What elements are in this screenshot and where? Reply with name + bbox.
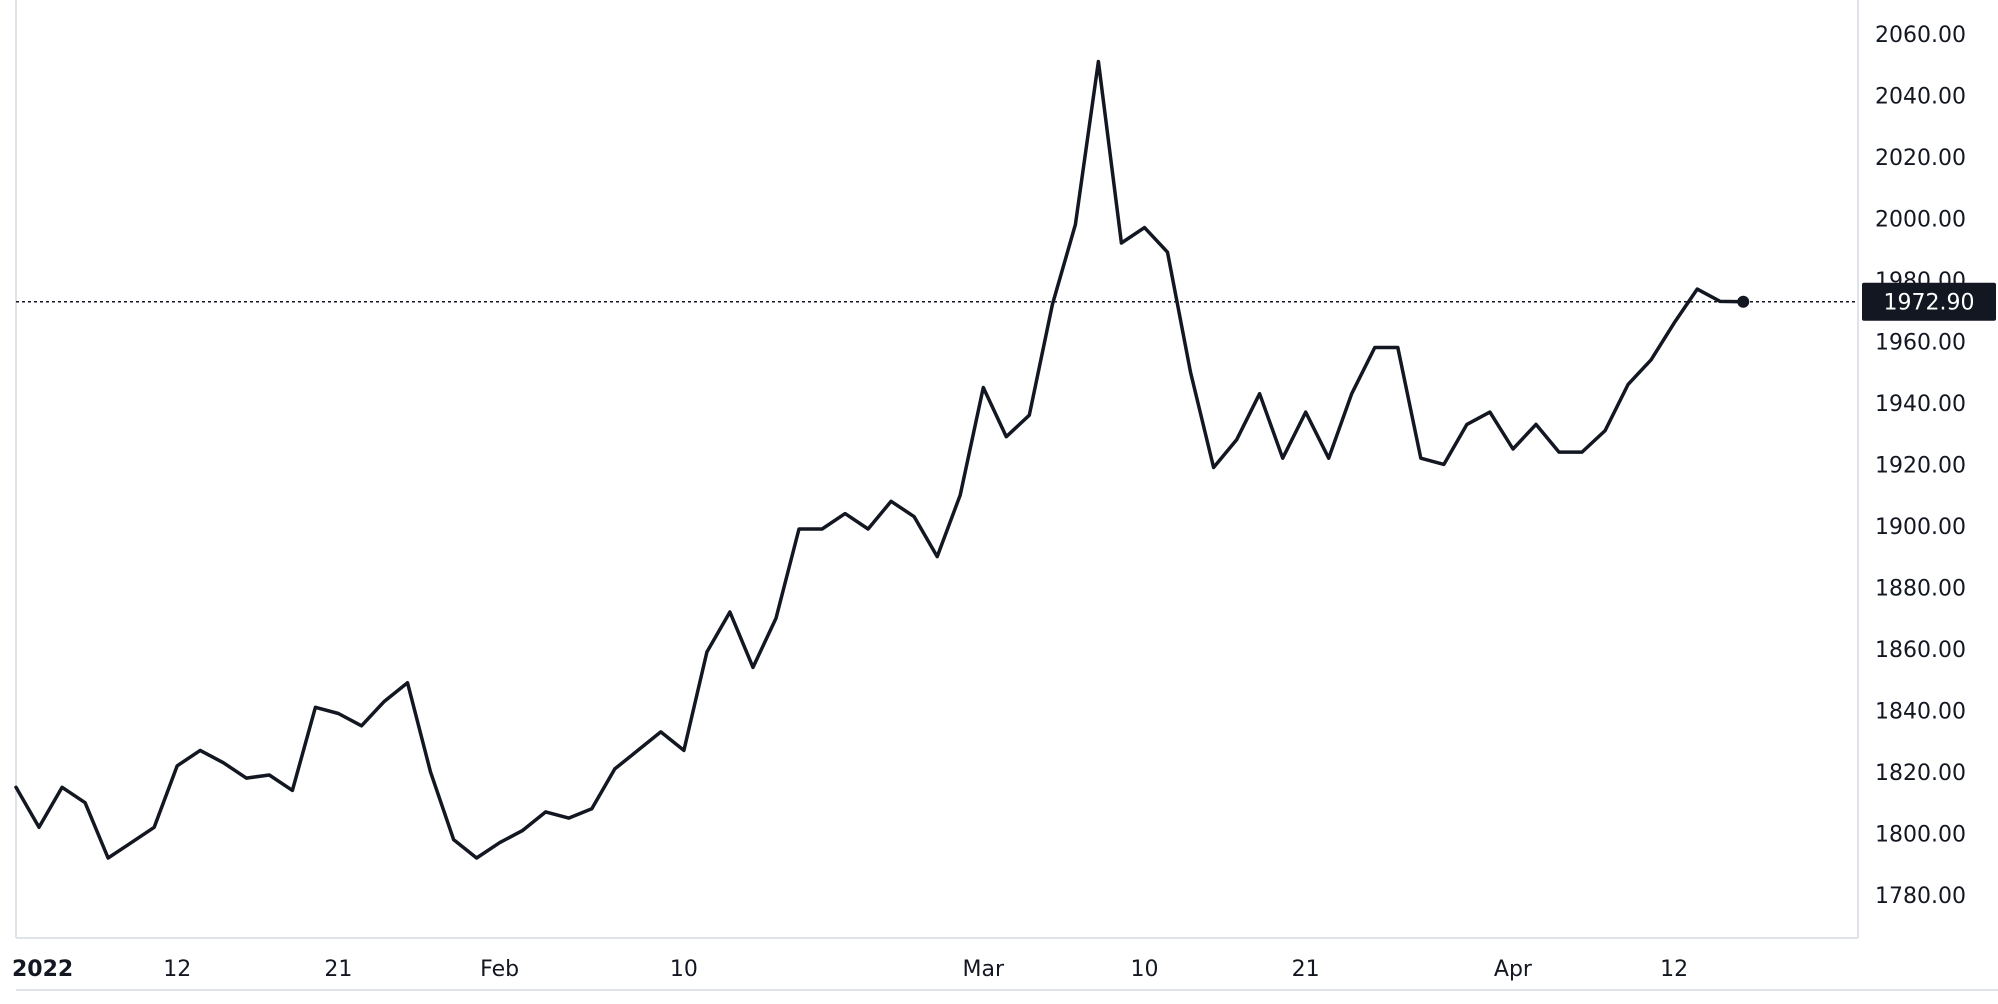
series-layer (14, 59, 1746, 860)
x-tick-label: Feb (480, 957, 519, 982)
last-price-badge (1862, 282, 1996, 321)
x-tick-label: Mar (963, 957, 1005, 982)
y-tick-label: 2020.00 (1875, 146, 1966, 171)
price-series-line (14, 59, 1746, 860)
x-tick-label: 10 (1130, 957, 1158, 982)
y-axis: 1780.00 1800.00 1820.00 1840.00 1860.00 1880.… (1875, 23, 1966, 909)
y-tick-label: 1820.00 (1875, 761, 1966, 786)
y-tick-label: 2060.00 (1875, 23, 1966, 48)
x-tick-label: Apr (1494, 957, 1533, 982)
y-tick-label: 1940.00 (1875, 392, 1966, 417)
y-tick-label: 2000.00 (1875, 207, 1966, 232)
last-price-marker (1737, 295, 1750, 308)
y-tick-label: 1860.00 (1875, 638, 1966, 663)
x-axis: 2022 12 21 Feb 10 Mar 10 21 Apr 12 (12, 957, 1688, 982)
y-tick-label: 1780.00 (1875, 884, 1966, 909)
plot-frame (15, 0, 1998, 991)
y-tick-label: 1920.00 (1875, 453, 1966, 478)
y-tick-label: 1960.00 (1875, 330, 1966, 355)
y-tick-label: 1800.00 (1875, 822, 1966, 847)
x-tick-label: 10 (670, 957, 698, 982)
last-price-layer: 1972.90 (16, 282, 1996, 321)
x-tick-label: 2022 (12, 957, 73, 982)
x-tick-label: 12 (163, 957, 191, 982)
x-tick-label: 21 (1292, 957, 1320, 982)
y-tick-label: 1900.00 (1875, 515, 1966, 540)
y-tick-label: 1840.00 (1875, 699, 1966, 724)
last-price-label: 1972.90 (1884, 291, 1975, 316)
x-tick-label: 21 (324, 957, 352, 982)
x-tick-label: 12 (1660, 957, 1688, 982)
y-tick-label: 1880.00 (1875, 576, 1966, 601)
y-tick-label: 2040.00 (1875, 84, 1966, 109)
